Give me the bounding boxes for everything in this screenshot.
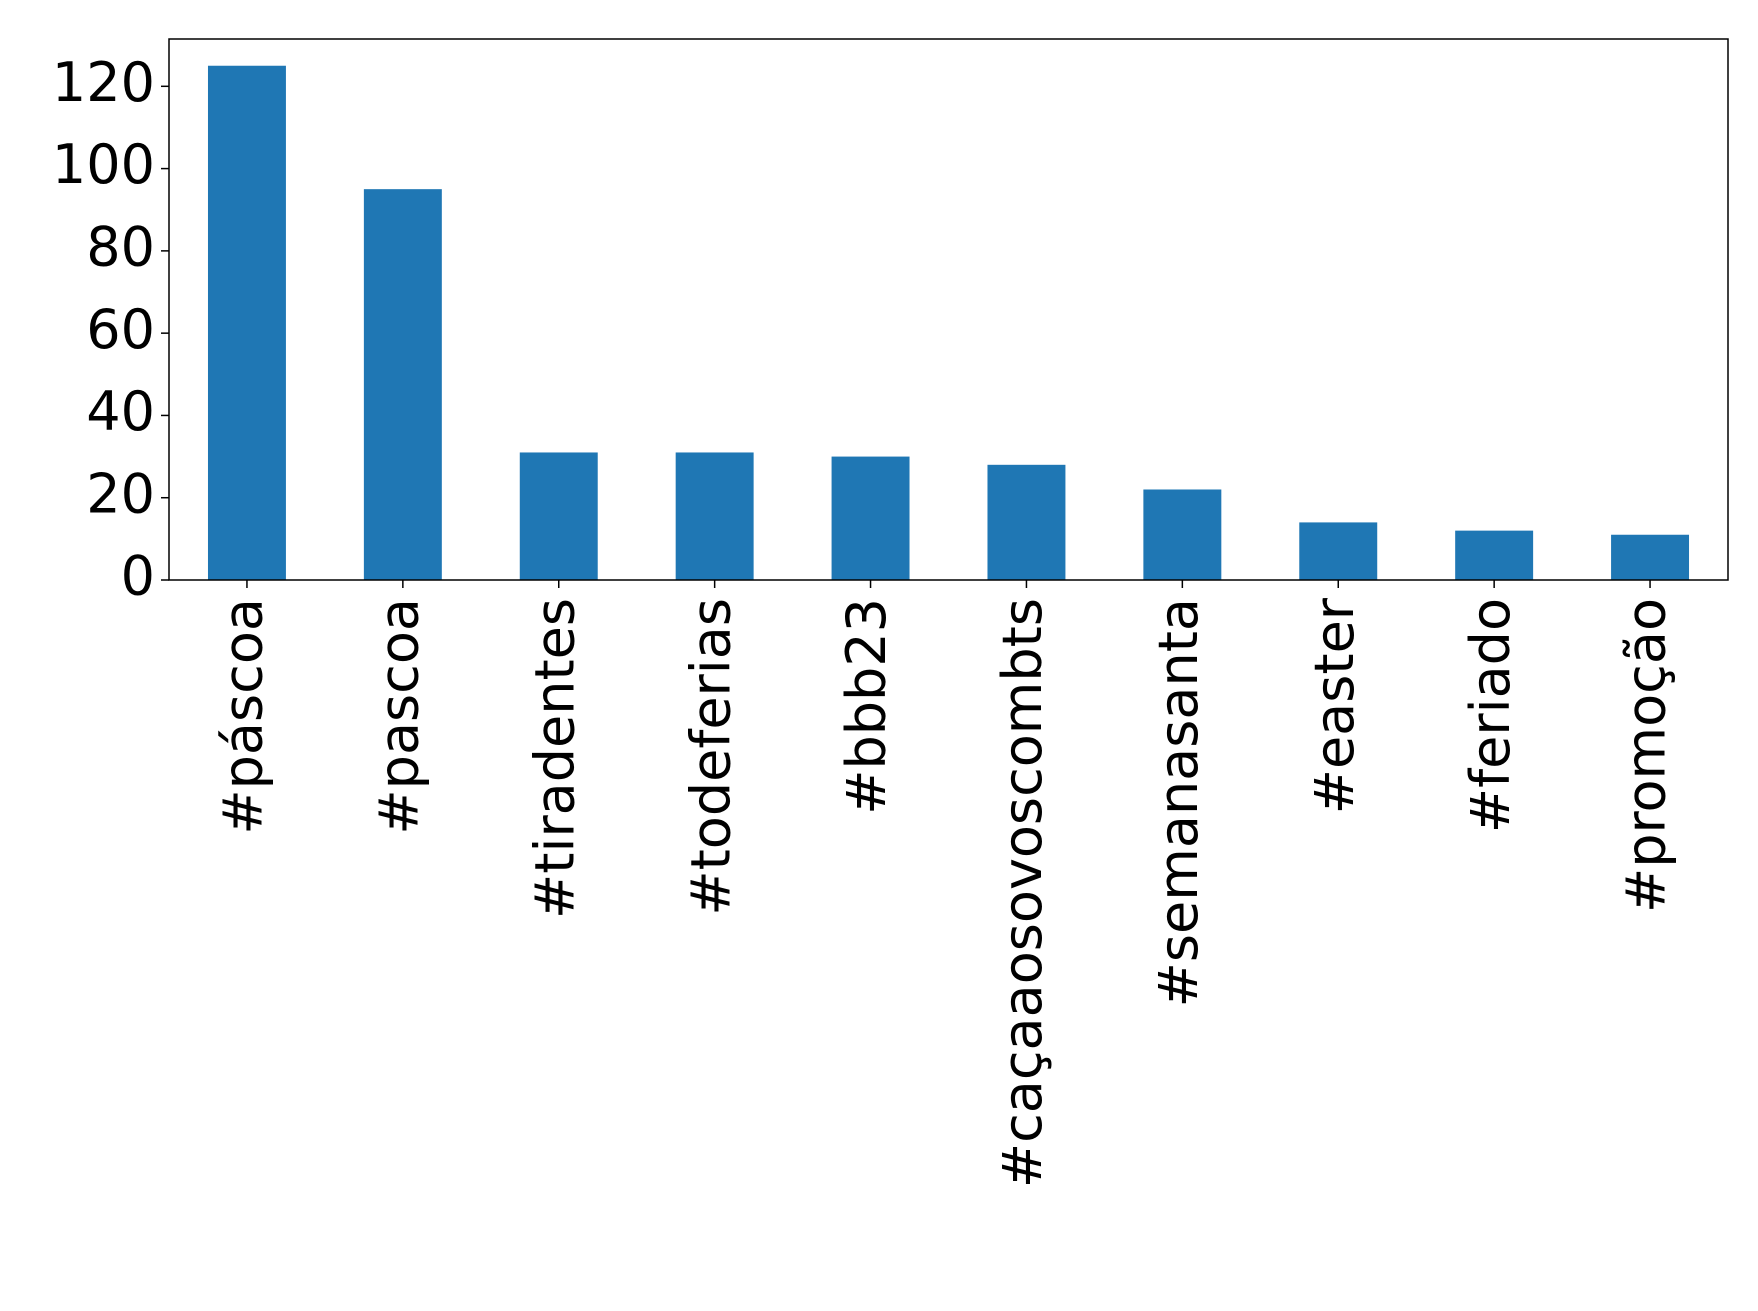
x-tick-label: #bbb23 — [835, 598, 898, 815]
bar — [1611, 534, 1690, 580]
y-tick-label: 100 — [52, 133, 155, 196]
x-tick-label: #páscoa — [212, 598, 275, 835]
x-tick-label: #semanasanta — [1147, 598, 1210, 1007]
bar — [987, 464, 1066, 580]
y-tick-label: 40 — [86, 380, 155, 443]
x-tick-label: #caçaaosovoscombts — [991, 598, 1054, 1188]
y-tick-label: 20 — [86, 462, 155, 525]
y-tick-label: 0 — [121, 545, 155, 608]
bar — [831, 456, 910, 580]
bar — [363, 189, 442, 580]
x-tick-label: #tiradentes — [523, 598, 586, 919]
bar — [207, 65, 286, 580]
bar — [1143, 489, 1222, 580]
x-tick-label: #easter — [1303, 597, 1366, 814]
y-tick-label: 60 — [86, 298, 155, 361]
x-tick-label: #feriado — [1459, 598, 1522, 833]
x-tick-label: #promoção — [1615, 598, 1678, 913]
plot-frame — [168, 38, 1729, 581]
bar — [1455, 530, 1534, 580]
x-tick-label: #pascoa — [367, 598, 430, 835]
bar — [519, 452, 598, 580]
bar — [675, 452, 754, 580]
y-tick-label: 80 — [86, 216, 155, 279]
y-tick-label: 120 — [52, 51, 155, 114]
bar — [1299, 522, 1378, 580]
x-tick-label: #todeferias — [679, 598, 742, 916]
